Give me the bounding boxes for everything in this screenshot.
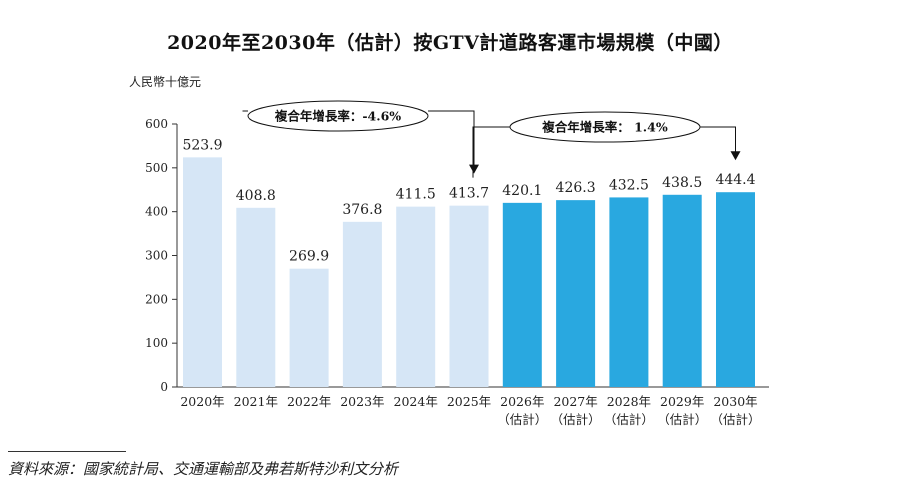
- bar: [396, 206, 436, 387]
- source-note: 資料來源：國家統計局、交通運輸部及弗若斯特沙利文分析: [8, 460, 399, 478]
- value-label: 420.1: [502, 183, 542, 199]
- cagr-arrowhead: [730, 151, 741, 161]
- category-label-sub: （估計）: [657, 412, 707, 427]
- category-label: 2026年: [500, 394, 544, 409]
- category-label: 2025年: [447, 394, 491, 409]
- category-label: 2029年: [660, 394, 704, 409]
- value-labels: 523.9 408.8 269.9 376.8 411.5 413.7 420.1 426.3…: [182, 137, 755, 264]
- bar: [716, 192, 755, 387]
- chart-title: 2020年至2030年（估計）按GTV計道路客運市場規模（中國）: [167, 32, 733, 54]
- category-label-sub: （估計）: [551, 412, 601, 427]
- cagr-arrowhead: [469, 164, 479, 174]
- category-label: 2021年: [234, 394, 278, 409]
- category-labels: 2020年 2021年 2022年 2023年 2024年 2025年 2026年 （估計） 2…: [180, 394, 760, 427]
- bar: [183, 157, 222, 387]
- bar: [449, 205, 489, 387]
- y-tick-label: 200: [145, 292, 168, 306]
- y-tick-label: 500: [145, 161, 168, 175]
- cagr-line: [428, 110, 475, 166]
- bar: [662, 194, 702, 387]
- category-label: 2027年: [553, 394, 597, 409]
- category-label: 2022年: [287, 394, 331, 409]
- value-label: 376.8: [342, 202, 382, 218]
- bar: [556, 200, 596, 387]
- value-label: 426.3: [556, 180, 596, 196]
- y-tick-label: 100: [145, 336, 168, 350]
- bar: [236, 207, 276, 387]
- category-label: 2028年: [607, 394, 651, 409]
- value-label: 438.5: [662, 175, 702, 191]
- category-label: 2020年: [180, 394, 224, 409]
- bars: [183, 157, 755, 387]
- cagr-bubble: [509, 111, 701, 143]
- y-tick-label: 400: [145, 205, 168, 219]
- cagr-label: 複合年增長率： 1.4%: [541, 120, 668, 135]
- cagr-line: [472, 126, 510, 178]
- cagr-bubble: [247, 100, 429, 132]
- y-tick-label: 0: [160, 380, 168, 394]
- source-divider: [8, 451, 126, 452]
- bar: [342, 221, 382, 387]
- y-tick-label: 300: [145, 249, 168, 263]
- y-axis: 0 100 200 300 400 500 600: [145, 117, 769, 394]
- y-tick-label: 600: [145, 117, 168, 131]
- category-label-sub: （估計）: [497, 412, 547, 427]
- value-label: 269.9: [289, 249, 329, 265]
- bar: [609, 197, 649, 387]
- cagr-line: [700, 126, 736, 153]
- cagr-annotations: 複合年增長率：-4.6% 複合年增長率： 1.4%: [242, 100, 741, 178]
- value-label: 523.9: [182, 137, 222, 153]
- bar: [289, 268, 329, 387]
- value-label: 432.5: [609, 177, 649, 193]
- category-label: 2024年: [394, 394, 438, 409]
- value-label: 413.7: [449, 186, 489, 202]
- value-label: 411.5: [396, 187, 436, 203]
- bar: [502, 202, 542, 387]
- value-label: 444.4: [715, 172, 755, 188]
- category-label: 2030年: [713, 394, 757, 409]
- y-axis-label: 人民幣十億元: [129, 75, 201, 89]
- category-label-sub: （估計）: [710, 412, 760, 427]
- value-label: 408.8: [236, 188, 276, 204]
- cagr-label: 複合年增長率：-4.6%: [274, 109, 401, 124]
- category-label-sub: （估計）: [604, 412, 654, 427]
- category-label: 2023年: [340, 394, 384, 409]
